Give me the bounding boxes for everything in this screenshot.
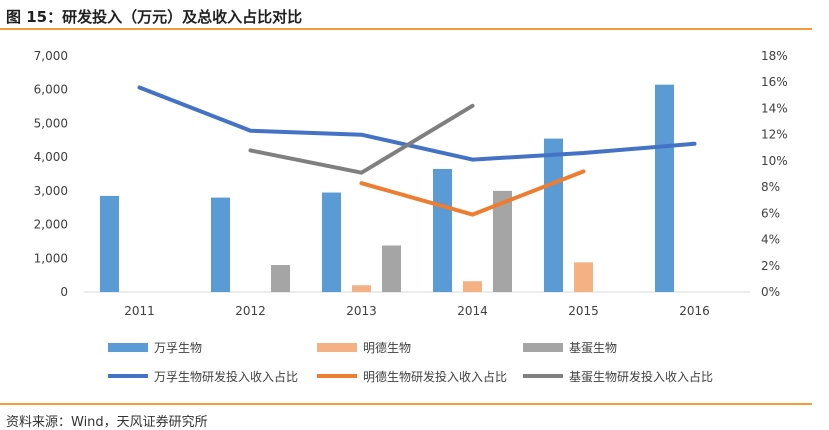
x-tick-label: 2012 — [235, 304, 266, 318]
y-tick-label: 2,000 — [34, 218, 68, 232]
top-rule — [0, 28, 812, 30]
y-tick-label: 3,000 — [34, 184, 68, 198]
legend-label: 基蛋生物研发投入收入占比 — [569, 369, 713, 384]
series-line — [137, 85, 697, 162]
bar — [100, 195, 119, 292]
chart: 0 1,000 2,000 3,000 4,000 5,000 6,000 7,000 0% 2%… — [34, 49, 788, 384]
x-tick-label: 2015 — [568, 304, 599, 318]
bar — [544, 138, 563, 292]
y-tick-label: 4,000 — [34, 150, 68, 164]
source-note: 资料来源：Wind，天风证券研究所 — [6, 415, 208, 430]
y2-tick-label: 2% — [761, 259, 780, 273]
bar — [655, 84, 674, 293]
x-tick-label: 2014 — [457, 304, 488, 318]
legend-label: 明德生物研发投入收入占比 — [363, 369, 507, 384]
series-line — [359, 169, 586, 217]
y2-tick-label: 16% — [761, 75, 788, 89]
bar — [271, 265, 290, 292]
y2-tick-label: 12% — [761, 128, 788, 142]
y-tick-label: 6,000 — [34, 83, 68, 97]
bottom-rule — [0, 403, 812, 405]
legend-label: 万孚生物研发投入收入占比 — [154, 369, 298, 384]
bar — [211, 197, 230, 292]
bar — [574, 262, 593, 292]
legend-label: 明德生物 — [363, 340, 411, 355]
x-tick-label: 2011 — [124, 304, 155, 318]
series-line — [248, 103, 475, 175]
y2-tick-label: 0% — [761, 285, 780, 299]
y2-tick-label: 6% — [761, 206, 780, 220]
y2-tick-label: 10% — [761, 154, 788, 168]
y2-tick-label: 18% — [761, 49, 788, 63]
bar — [433, 168, 452, 292]
y-tick-label: 7,000 — [34, 49, 68, 63]
legend-swatch — [317, 343, 357, 352]
y2-tick-label: 4% — [761, 233, 780, 247]
bar — [493, 190, 512, 292]
legend-swatch — [523, 343, 563, 352]
y2-tick-label: 8% — [761, 180, 780, 194]
x-tick-label: 2016 — [679, 304, 710, 318]
x-tick-label: 2013 — [346, 304, 377, 318]
bar — [463, 281, 482, 292]
y2-tick-label: 14% — [761, 101, 788, 115]
y-tick-label: 5,000 — [34, 116, 68, 130]
legend-swatch — [108, 343, 148, 352]
bar — [322, 192, 341, 292]
legend-label: 万孚生物 — [154, 341, 202, 355]
legend-label: 基蛋生物 — [569, 341, 617, 355]
figure-title: 图 15：研发投入（万元）及总收入占比对比 — [6, 8, 303, 26]
bar — [382, 245, 401, 292]
y-tick-label: 1,000 — [34, 251, 68, 265]
y-tick-label: 0 — [60, 285, 68, 299]
bar — [352, 285, 371, 292]
